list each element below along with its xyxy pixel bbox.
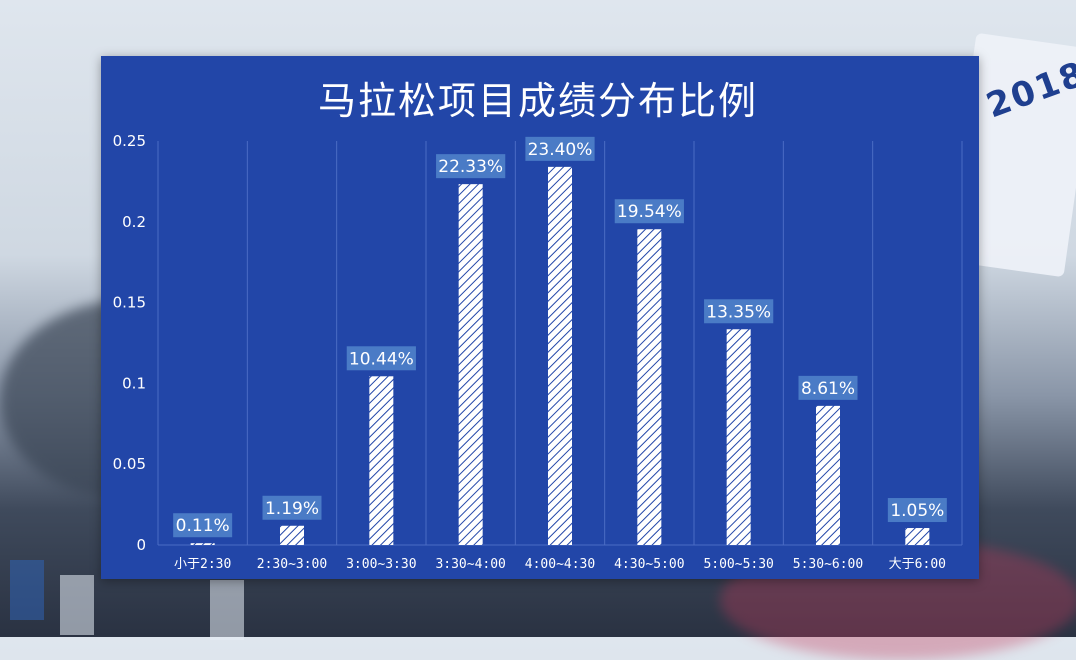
background-flag	[60, 575, 94, 635]
bar	[369, 376, 394, 545]
x-tick-label: 大于6:00	[889, 557, 946, 572]
data-label-box	[173, 513, 233, 538]
data-label: 0.11%	[176, 516, 230, 536]
data-label-box	[262, 495, 322, 520]
data-label-box	[436, 154, 506, 179]
y-tick-label: 0.1	[122, 374, 146, 392]
bar	[190, 543, 215, 545]
background-flag	[210, 580, 244, 640]
x-tick-label: 3:00~3:30	[346, 557, 416, 572]
data-label-box	[346, 346, 416, 371]
data-label: 23.40%	[528, 140, 593, 160]
bar	[726, 329, 751, 545]
x-tick-label: 5:30~6:00	[793, 557, 863, 572]
data-label: 22.33%	[438, 157, 503, 177]
data-label: 8.61%	[801, 379, 855, 399]
data-label: 1.19%	[265, 499, 319, 519]
bar-chart: 0 0.05 0.1 0.15 0.2 0.25 0.11% 1.19% 10.44% 22.3…	[113, 132, 963, 572]
background-flag	[10, 560, 44, 620]
data-label-box	[704, 299, 774, 324]
x-tick-label: 5:00~5:30	[703, 557, 773, 572]
chart-title: 马拉松项目成绩分布比例	[317, 79, 758, 123]
y-tick-label: 0.15	[113, 294, 146, 312]
data-label-box	[614, 199, 684, 224]
y-tick-label: 0.05	[113, 455, 146, 473]
data-label-box	[525, 136, 595, 161]
x-tick-label: 2:30~3:00	[257, 557, 327, 572]
x-tick-label: 小于2:30	[174, 557, 231, 572]
x-tick-label: 4:30~5:00	[614, 557, 684, 572]
data-label: 13.35%	[706, 302, 771, 322]
bar	[816, 405, 840, 545]
x-tick-label: 4:00~4:30	[525, 557, 595, 572]
bar	[905, 528, 930, 545]
y-tick-label: 0.2	[122, 213, 146, 231]
data-label: 10.44%	[349, 349, 414, 369]
bar	[280, 525, 304, 545]
bar	[548, 166, 572, 545]
data-label-box	[887, 498, 947, 523]
y-tick-label: 0	[136, 536, 146, 554]
bar	[637, 229, 662, 546]
y-tick-label: 0.25	[113, 132, 146, 150]
data-label-box	[798, 375, 858, 400]
data-label: 1.05%	[890, 501, 944, 521]
x-tick-label: 3:30~4:00	[435, 557, 505, 572]
bar	[458, 184, 483, 545]
data-label: 19.54%	[617, 202, 682, 222]
